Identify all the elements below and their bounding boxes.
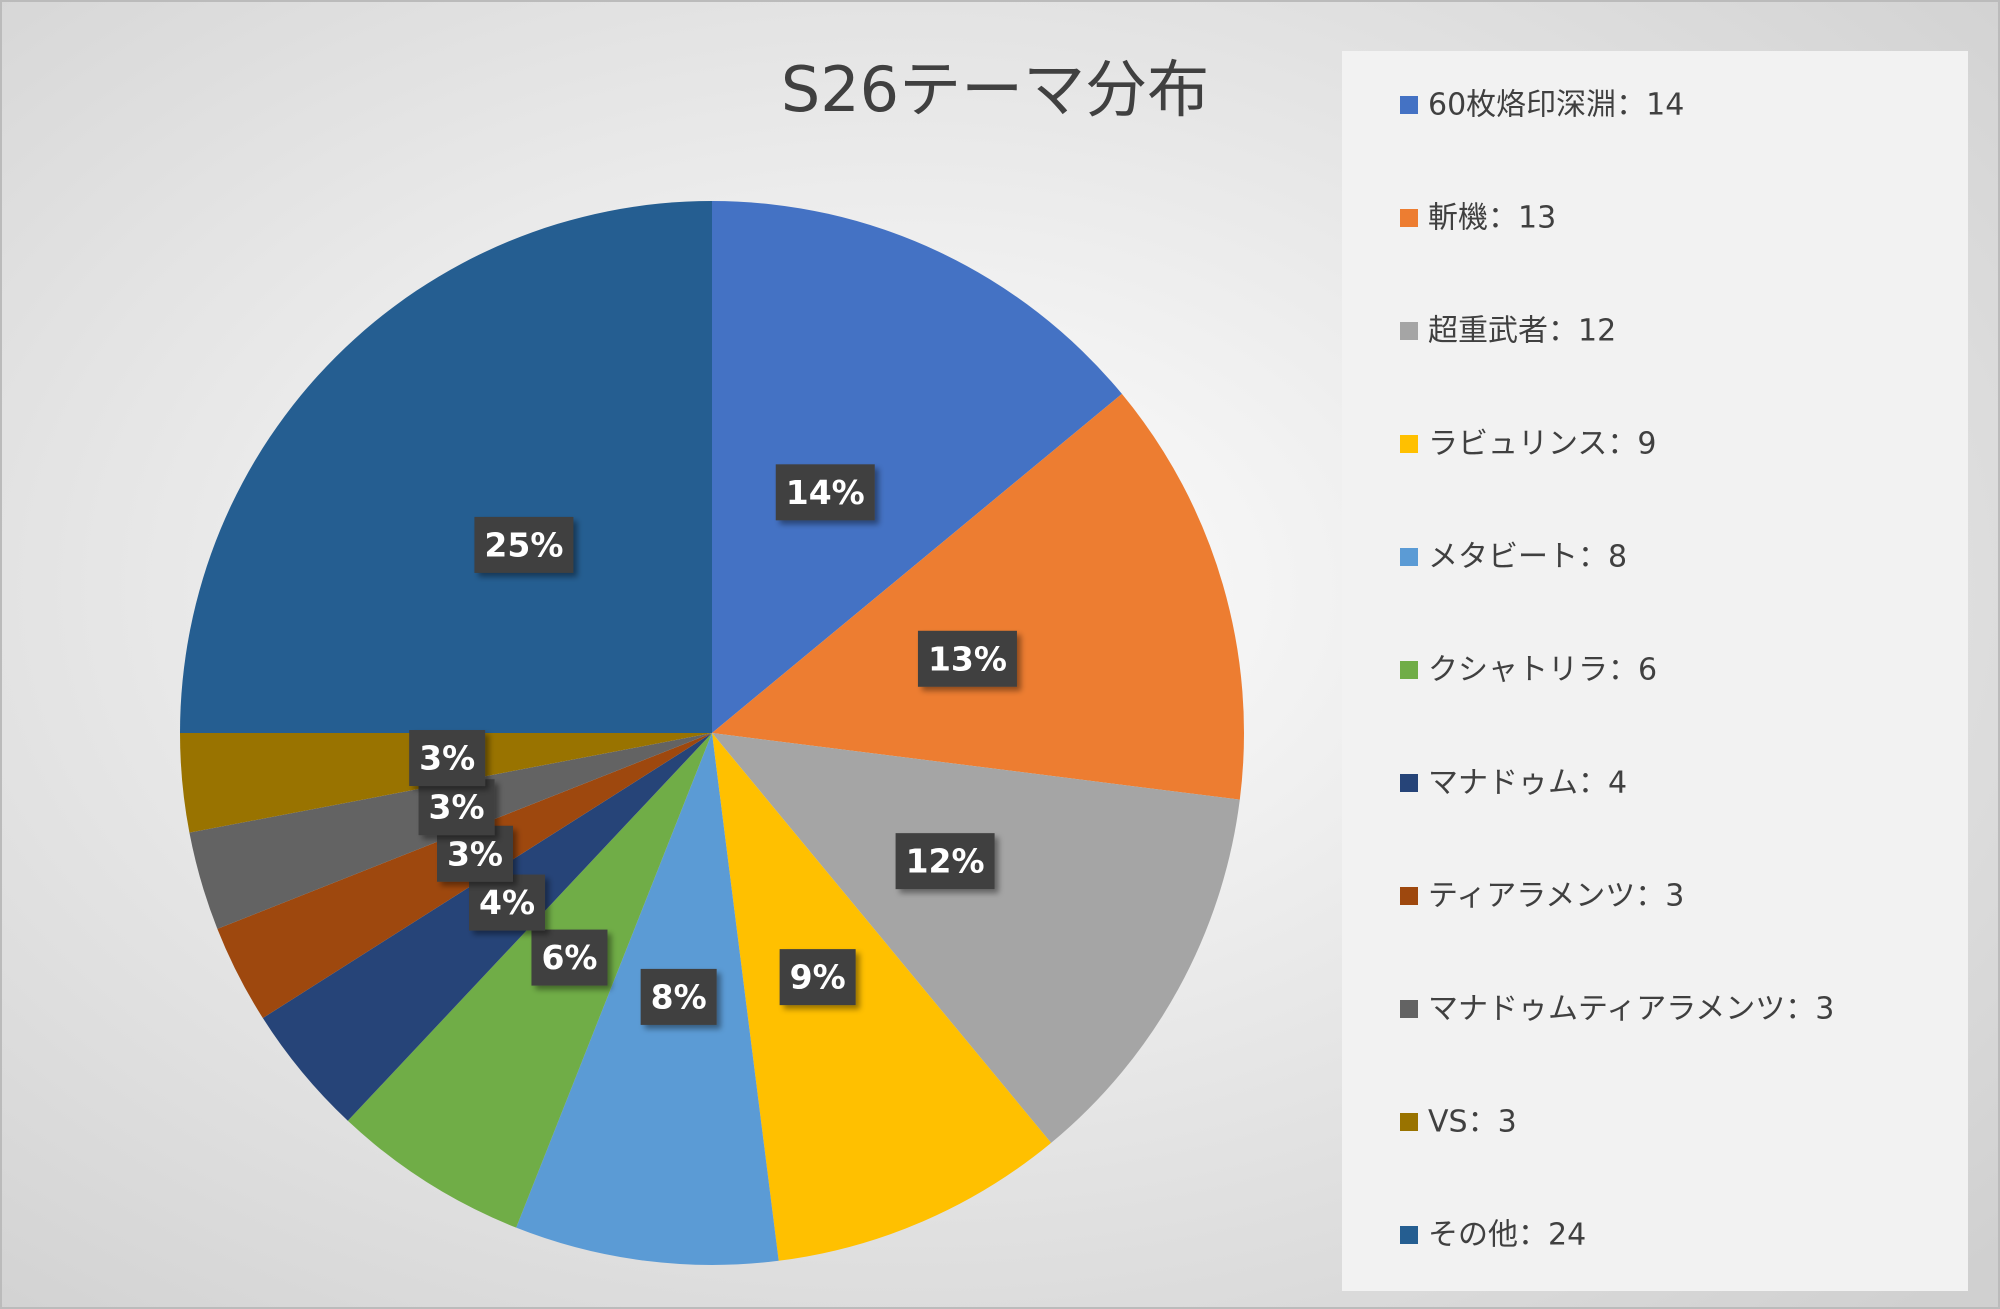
data-label-text: 25%: [484, 525, 563, 564]
data-label-box: [469, 874, 546, 931]
legend-label: VS：3: [1428, 1105, 1517, 1140]
data-label-box: [895, 833, 995, 890]
data-label-text: 4%: [479, 883, 535, 922]
data-label: 3%: [409, 730, 486, 787]
data-labels: 14% 13% 12% 9% 8% 6%4% 3% 3% 3% 25%: [409, 464, 1017, 1025]
legend: 60枚烙印深淵：14 斬機：13 超重武者：12 ラビュリンス：9 メタビート：8 クシャ…: [1400, 88, 1834, 1253]
legend-label: 60枚烙印深淵：14: [1428, 88, 1684, 123]
data-label: 12%: [895, 833, 995, 890]
pie-slice: [180, 201, 712, 733]
pie: [180, 201, 1244, 1265]
legend-marker: [1400, 1113, 1418, 1131]
data-label-text: 3%: [429, 788, 485, 827]
data-label-box: [917, 630, 1017, 687]
legend-marker: [1400, 435, 1418, 453]
legend-marker: [1400, 887, 1418, 905]
data-label: 8%: [640, 968, 717, 1025]
data-label-box: [640, 968, 717, 1025]
legend-label: その他：24: [1428, 1218, 1586, 1253]
data-label: 3%: [418, 779, 495, 836]
data-label: 9%: [779, 949, 856, 1006]
data-label-text: 8%: [651, 977, 707, 1016]
legend-marker: [1400, 1000, 1418, 1018]
data-label-box: [775, 464, 875, 521]
legend-marker: [1400, 1226, 1418, 1244]
legend-label: マナドゥムティアラメンツ：3: [1428, 992, 1834, 1027]
legend-marker: [1400, 774, 1418, 792]
legend-label: ラビュリンス：9: [1428, 427, 1657, 462]
data-label-box: [418, 779, 495, 836]
data-label: 6%: [531, 929, 608, 986]
pie-slice: [712, 733, 1240, 1143]
data-label-text: 13%: [928, 639, 1007, 678]
legend-marker: [1400, 96, 1418, 114]
chart-title: S26テーマ分布: [781, 53, 1209, 126]
pie-slice: [712, 393, 1244, 800]
data-label-text: 6%: [541, 938, 597, 977]
data-label-text: 3%: [419, 739, 475, 778]
legend-marker: [1400, 209, 1418, 227]
data-label-text: 3%: [447, 834, 503, 873]
data-label-box: [409, 730, 486, 787]
legend-label: 斬機：13: [1428, 201, 1556, 236]
pie-slice: [347, 733, 712, 1228]
data-label: 4%: [469, 874, 546, 931]
pie-slice: [712, 733, 1052, 1261]
legend-marker: [1400, 548, 1418, 566]
data-label-text: 12%: [906, 842, 985, 881]
legend-marker: [1400, 661, 1418, 679]
legend-marker: [1400, 322, 1418, 340]
data-label-text: 14%: [786, 473, 865, 512]
legend-label: クシャトリラ：6: [1428, 653, 1657, 688]
data-label-box: [474, 516, 574, 573]
legend-box: [1342, 51, 1968, 1291]
data-label-box: [531, 929, 608, 986]
data-label-box: [779, 949, 856, 1006]
data-label: 14%: [775, 464, 875, 521]
pie-slice: [712, 201, 1122, 733]
legend-label: メタビート：8: [1428, 540, 1627, 575]
data-label: 25%: [474, 516, 574, 573]
legend-label: ティアラメンツ：3: [1428, 879, 1684, 914]
data-label: 13%: [917, 630, 1017, 687]
legend-label: マナドゥム：4: [1428, 766, 1627, 801]
data-label-text: 9%: [790, 958, 846, 997]
legend-label: 超重武者：12: [1428, 314, 1616, 349]
